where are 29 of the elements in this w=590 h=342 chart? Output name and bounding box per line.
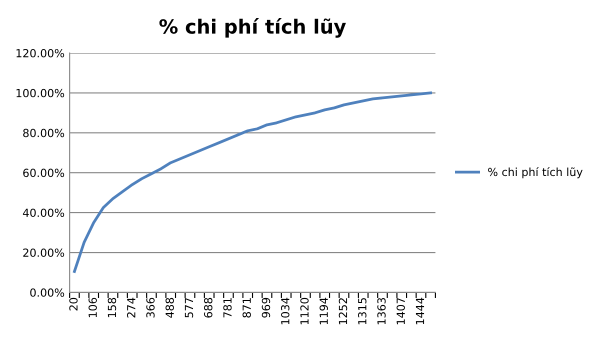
x-tick-label: 366	[146, 298, 155, 318]
x-tick-label: 1407	[396, 298, 405, 324]
x-tick-label: 1315	[358, 298, 366, 324]
legend-label: % chi phí tích lũy	[488, 167, 583, 178]
y-tick-label: 100.00%	[16, 88, 64, 98]
x-tick-label: 158	[108, 298, 116, 318]
chart-title: % chi phí tích lũy	[159, 18, 346, 38]
x-tick-label: 274	[127, 298, 136, 318]
x-tick-label: 106	[88, 298, 97, 318]
y-tick-label: 80.00%	[23, 128, 64, 138]
x-tick-label: 688	[204, 298, 212, 318]
x-tick-label: 1034	[281, 298, 290, 324]
y-tick-label: 20.00%	[23, 248, 64, 257]
y-tick-label: 60.00%	[23, 168, 64, 178]
x-tick-label: 577	[184, 298, 194, 318]
x-tick-label: 969	[262, 298, 270, 318]
x-tick-label: 20	[69, 298, 78, 310]
x-tick-label: 488	[166, 298, 174, 318]
x-tick-label: 1252	[338, 298, 348, 324]
x-tick-label: 781	[223, 298, 232, 318]
y-tick-label: 120.00%	[16, 48, 64, 58]
x-tick-label: 871	[242, 298, 251, 318]
x-tick-label: 1444	[416, 298, 424, 324]
x-tick-label: 1363	[377, 298, 386, 324]
x-tick-label: 1194	[320, 298, 328, 324]
x-tick-label: 1120	[300, 298, 309, 324]
y-tick-label: 40.00%	[22, 208, 64, 217]
line-series	[73, 92, 432, 273]
y-tick-label: 0.00%	[30, 288, 64, 297]
